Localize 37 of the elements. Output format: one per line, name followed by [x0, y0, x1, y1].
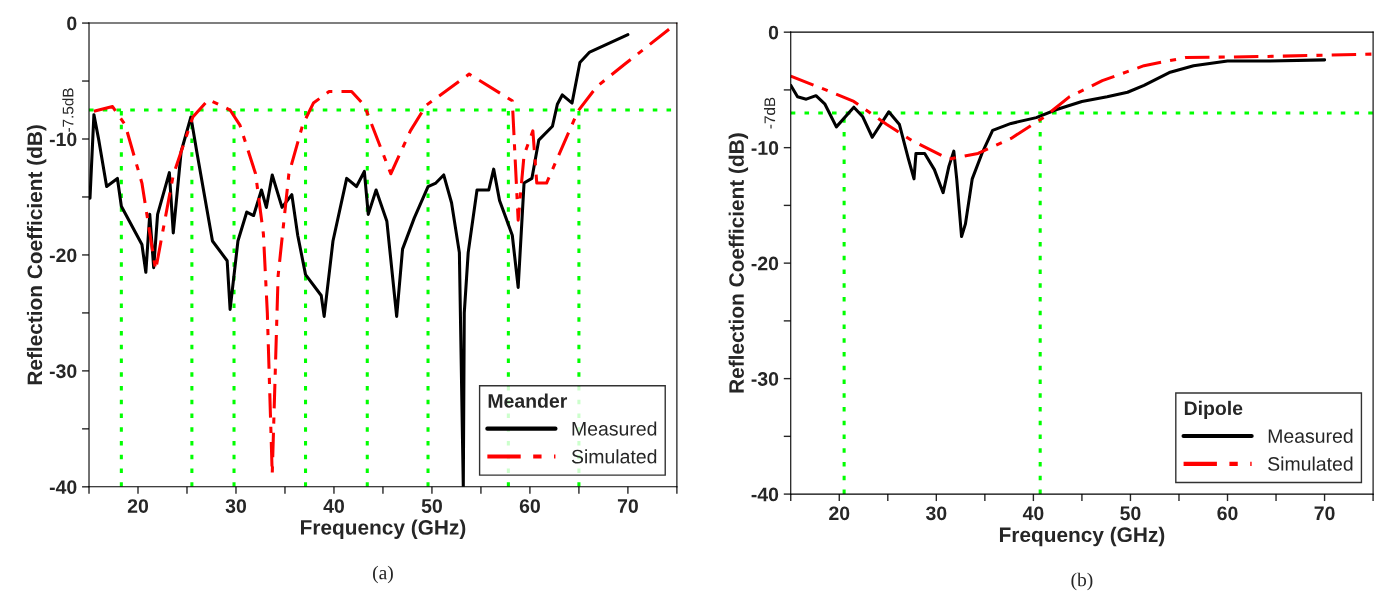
x-tick-label: 60 — [519, 499, 540, 513]
legend-title: Dipole — [1184, 400, 1243, 419]
legend-label: Measured — [572, 421, 657, 436]
x-tick-label: 40 — [1022, 506, 1044, 521]
x-tick-label: 40 — [323, 499, 344, 513]
ref-line-label: -7.5dB — [62, 88, 74, 132]
x-tick-label: 30 — [925, 506, 947, 521]
y-tick-label: -20 — [49, 248, 77, 263]
x-tick-label: 20 — [127, 499, 149, 513]
text: (a) — [373, 565, 393, 584]
y-axis-title: Reflection Coefficient (dB) — [26, 125, 47, 385]
x-tick-label: 20 — [829, 506, 850, 521]
x-tick-label: 50 — [1120, 506, 1141, 521]
x-tick-label: 50 — [421, 499, 442, 513]
y-tick-label: 0 — [67, 16, 77, 31]
x-tick-label: 70 — [1314, 506, 1335, 521]
legend-title: Meander — [488, 393, 568, 408]
y-axis-title: Reflection Coefficient (dB) — [728, 133, 749, 393]
ref-line-label: -7dB — [764, 97, 776, 129]
y-tick-label: -20 — [751, 256, 779, 271]
y-tick-label: 0 — [768, 25, 779, 40]
x-tick-label: 60 — [1217, 506, 1238, 521]
y-tick-label: -10 — [751, 141, 779, 155]
text: (b) — [1071, 572, 1093, 591]
legend-label: Simulated — [571, 449, 657, 464]
y-tick-label: -30 — [751, 372, 779, 386]
x-tick-label: 30 — [225, 499, 246, 513]
x-axis-title: Frequency (GHz) — [301, 519, 466, 539]
y-tick-label: -40 — [751, 487, 779, 502]
y-tick-label: -40 — [49, 480, 77, 495]
legend-label: Measured — [1268, 428, 1353, 443]
x-axis-title: Frequency (GHz) — [999, 526, 1165, 547]
line-series — [790, 52, 1374, 161]
x-tick-label: 70 — [617, 499, 638, 513]
legend-label: Simulated — [1268, 456, 1353, 471]
y-tick-label: -10 — [49, 132, 77, 147]
y-tick-label: -30 — [49, 364, 77, 379]
